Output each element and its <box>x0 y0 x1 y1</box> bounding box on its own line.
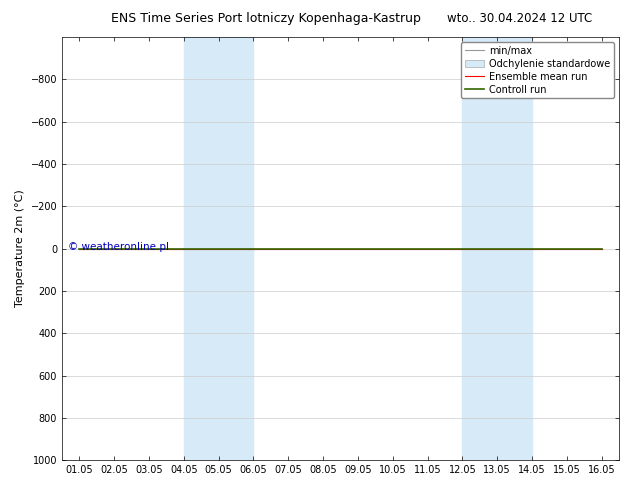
Text: © weatheronline.pl: © weatheronline.pl <box>68 243 169 252</box>
Y-axis label: Temperature 2m (°C): Temperature 2m (°C) <box>15 190 25 307</box>
Bar <box>184 37 254 460</box>
Bar <box>462 37 532 460</box>
Legend: min/max, Odchylenie standardowe, Ensemble mean run, Controll run: min/max, Odchylenie standardowe, Ensembl… <box>461 42 614 98</box>
Text: wto.. 30.04.2024 12 UTC: wto.. 30.04.2024 12 UTC <box>447 12 593 25</box>
Text: ENS Time Series Port lotniczy Kopenhaga-Kastrup: ENS Time Series Port lotniczy Kopenhaga-… <box>112 12 421 25</box>
